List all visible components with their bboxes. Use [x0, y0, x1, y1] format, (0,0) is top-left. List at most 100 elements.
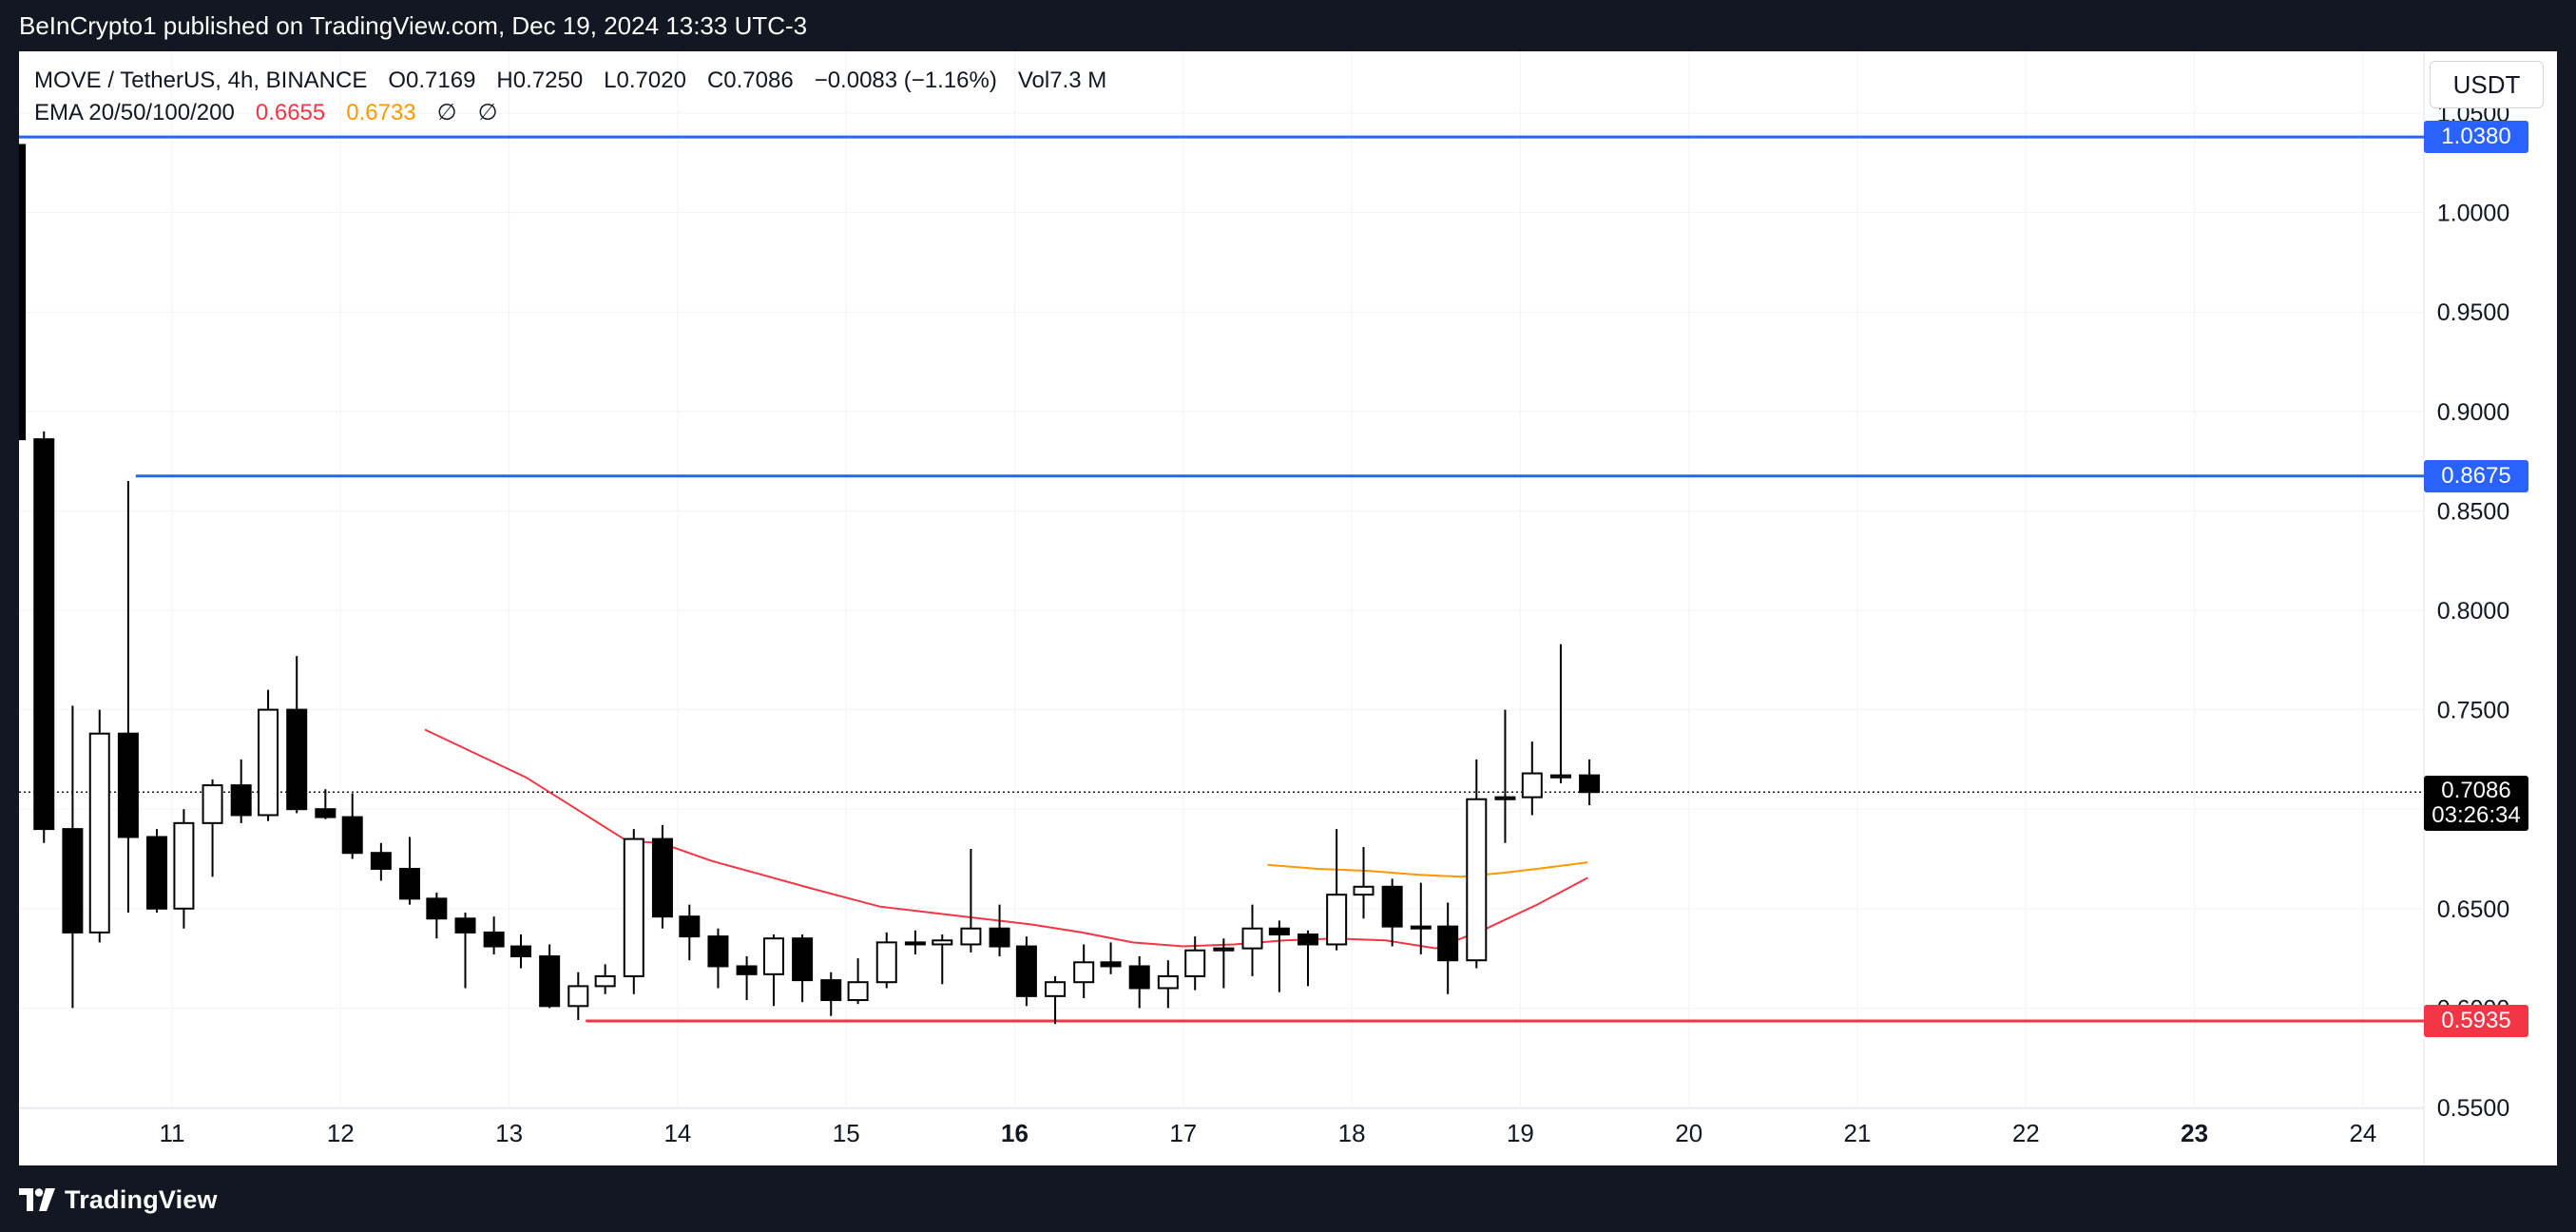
candle-down [1381, 885, 1403, 928]
candle-down [820, 979, 842, 1002]
candle-up [567, 985, 589, 1008]
x-tick-label: 19 [1507, 1119, 1534, 1147]
candle-down [651, 837, 673, 918]
tradingview-logo-icon [19, 1188, 55, 1211]
candle-up [258, 708, 279, 817]
y-tick-label: 0.7500 [2437, 698, 2509, 724]
candle-down [707, 935, 729, 968]
chart-panel[interactable]: 0.55000.60000.65000.70000.75000.80000.85… [19, 51, 2557, 1165]
candle-up [847, 981, 869, 1002]
currency-button[interactable]: USDT [2430, 61, 2544, 108]
candle-up [623, 837, 644, 977]
candle-down [1100, 961, 1122, 968]
open-value: O0.7169 [388, 67, 476, 93]
candle-down [146, 836, 168, 910]
candle-up [1549, 774, 1571, 779]
x-tick-label: 16 [1001, 1119, 1028, 1147]
close-value: C0.7086 [706, 67, 794, 93]
candle-up [594, 974, 616, 988]
x-tick-label: 20 [1675, 1119, 1702, 1147]
publish-header: BeInCrypto1 published on TradingView.com… [0, 0, 2576, 51]
candle-up [1073, 961, 1095, 984]
y-tick-label: 1.0000 [2437, 201, 2509, 227]
x-tick-label: 21 [1844, 1119, 1872, 1147]
x-tick-label: 22 [2012, 1119, 2040, 1147]
candle-down [679, 915, 701, 938]
ema200-value: ∅ [477, 100, 498, 125]
x-tick-label: 12 [327, 1119, 355, 1147]
candle-down [1579, 774, 1601, 794]
chart-legend: MOVE / TetherUS, 4h, BINANCE O0.7169 H0.… [34, 65, 1106, 129]
candle-down [117, 732, 139, 838]
ema-row: EMA 20/50/100/200 0.6655 0.6733 ∅ ∅ [34, 97, 1106, 129]
tradingview-brand[interactable]: TradingView [19, 1184, 218, 1214]
candle-up [875, 941, 897, 984]
resistance-high-tag: 1.0380 [2424, 121, 2528, 154]
candle-down [1128, 965, 1150, 990]
ema100-value: ∅ [436, 100, 457, 125]
x-tick-label: 24 [2349, 1119, 2376, 1147]
high-value: H0.7250 [496, 67, 584, 93]
candle-down [33, 438, 55, 831]
candle-up [1466, 798, 1488, 962]
x-tick-label: 11 [160, 1119, 185, 1147]
candle-up [1045, 981, 1067, 997]
support-tag: 0.5935 [2424, 1004, 2528, 1037]
candle-up [762, 937, 784, 975]
candle-down [426, 897, 448, 920]
candle-down [539, 955, 561, 1008]
y-tick-label: 0.6500 [2437, 896, 2509, 923]
volume-value: Vol7.3 M [1017, 67, 1107, 93]
candle-up [1213, 947, 1235, 952]
candle-down [62, 828, 84, 934]
x-tick-label: 15 [833, 1119, 860, 1147]
candle-down [286, 708, 308, 811]
candle-down [1437, 925, 1459, 962]
ema-label[interactable]: EMA 20/50/100/200 [34, 100, 235, 125]
candle-up [1184, 949, 1206, 977]
x-tick-label: 14 [663, 1119, 691, 1147]
candle-down [1298, 933, 1319, 946]
symbol-label[interactable]: MOVE / TetherUS, 4h, BINANCE [34, 67, 368, 93]
candle-down [315, 808, 336, 818]
candle-up [932, 939, 953, 946]
y-tick-label: 0.8000 [2437, 598, 2509, 625]
change-value: −0.0083 (−1.16%) [814, 67, 997, 93]
current-price-tag: 0.7086 03:26:34 [2424, 776, 2528, 832]
y-tick-label: 0.8500 [2437, 498, 2509, 525]
candle-down [736, 965, 758, 975]
candle-down [1015, 945, 1037, 997]
candle-down [398, 867, 420, 900]
ohlc-row: MOVE / TetherUS, 4h, BINANCE O0.7169 H0.… [34, 65, 1106, 97]
candle-up [1521, 772, 1543, 799]
footer-bar: TradingView [0, 1165, 2576, 1232]
candle-countdown: 03:26:34 [2432, 802, 2521, 829]
brand-name: TradingView [65, 1184, 218, 1214]
x-tick-label: 18 [1338, 1119, 1366, 1147]
candle-up [1353, 885, 1375, 896]
resistance-mid-tag: 0.8675 [2424, 459, 2528, 492]
x-tick-label: 17 [1169, 1119, 1197, 1147]
candle-down [483, 931, 505, 948]
price-chart[interactable]: 0.55000.60000.65000.70000.75000.80000.85… [19, 51, 2557, 1165]
ema50-value: 0.6733 [346, 100, 416, 125]
candle-down [904, 941, 926, 946]
candle-up [202, 784, 223, 824]
x-tick-label: 23 [2181, 1119, 2208, 1147]
candle-down [1268, 927, 1290, 935]
candle-down [1410, 925, 1432, 930]
candle-down [989, 927, 1010, 948]
y-tick-label: 0.9500 [2437, 299, 2509, 326]
candle-up [960, 927, 982, 946]
candle-down [230, 784, 252, 817]
candle-up [1241, 927, 1263, 950]
current-price-value: 0.7086 [2441, 778, 2511, 804]
ema20-line [424, 728, 1588, 950]
candle-down [341, 816, 363, 855]
publish-text: BeInCrypto1 published on TradingView.com… [19, 11, 808, 40]
ema50-line [1267, 861, 1588, 878]
candle-down [510, 945, 532, 958]
y-tick-label: 0.9000 [2437, 399, 2509, 426]
y-tick-label: 0.5500 [2437, 1095, 2509, 1122]
candle-up [88, 732, 110, 934]
